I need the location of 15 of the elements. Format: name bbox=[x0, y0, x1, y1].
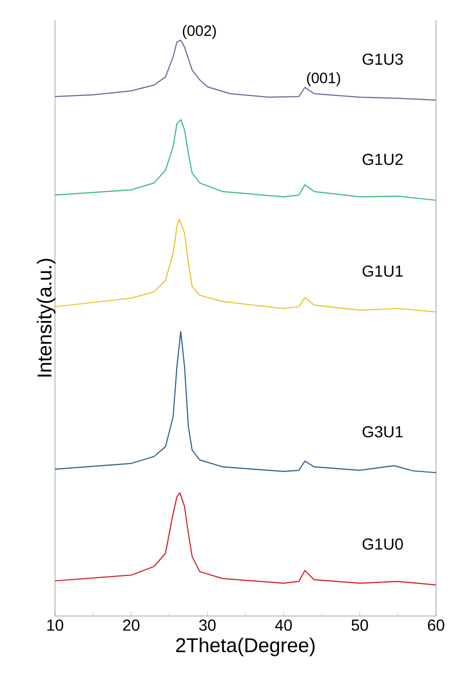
annotation: (002) bbox=[182, 25, 216, 39]
text: G1U3 bbox=[362, 54, 403, 65]
text: G1U0 bbox=[362, 538, 403, 550]
x-tick-label: 50 bbox=[352, 620, 368, 631]
text: G1U1 bbox=[362, 265, 403, 277]
series-label: G1U2 bbox=[362, 154, 403, 166]
series-label: G3U1 bbox=[362, 426, 403, 438]
x-axis-title: 2Theta(Degree) bbox=[176, 638, 315, 656]
y-axis-title: Intensity(a.u.) bbox=[36, 258, 56, 377]
x-tick-label: 30 bbox=[199, 620, 216, 631]
x-tick-label: 20 bbox=[123, 620, 140, 631]
x-tick-label: 60 bbox=[428, 620, 444, 631]
x-tick-label: 10 bbox=[47, 620, 64, 631]
annotation: (001) bbox=[307, 72, 340, 86]
x-tick-label: 40 bbox=[275, 620, 292, 631]
